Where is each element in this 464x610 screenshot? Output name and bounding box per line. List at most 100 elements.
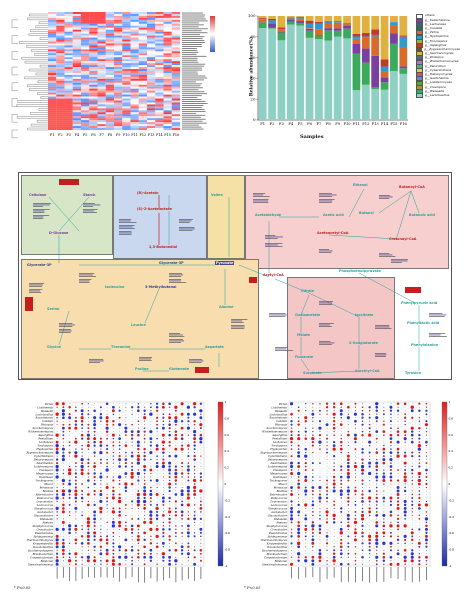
corr-col-label [163,567,164,580]
heatmap-cell [56,49,64,51]
corr-dot [88,491,89,492]
corr-dot [74,493,77,496]
corr-col-label [150,567,151,578]
corr-dot [138,417,139,418]
heatmap-cell [48,26,56,28]
corr-dot [81,514,83,516]
corr-dot [291,504,292,505]
corr-dot [112,532,114,534]
corr-dot [94,480,96,482]
corr-dot [412,519,413,520]
corr-dot [137,538,140,541]
heatmap-x-label: F10 [123,133,130,137]
heatmap-cell [56,99,64,101]
corr-dot [181,437,184,440]
corr-dot [383,451,385,453]
corr-row-label: Staphylococcus [33,524,54,528]
corr-dot [327,470,328,471]
corr-dot [163,477,164,478]
corr-dot [137,535,140,538]
enzyme-label [319,196,332,197]
corr-dot [376,469,378,471]
heatmap-cell [98,102,106,104]
corr-dot [361,535,363,537]
corr-col-label [88,567,89,577]
corr-dot [76,403,77,404]
corr-dot [194,424,196,426]
heatmap-cell [65,120,73,122]
heatmap-cell [73,63,81,65]
corr-dot [100,529,101,530]
corr-dot [156,514,159,517]
corr-dot [368,542,370,544]
corr-dot [193,420,195,422]
heatmap-cell [114,102,122,104]
corr-dot [119,487,120,488]
corr-dot [291,498,292,499]
corr-dot [151,484,152,485]
corr-dot [305,431,307,433]
corr-dot [376,500,378,502]
corr-dot [132,417,133,418]
corr-dot [57,480,58,481]
corr-dot [347,406,350,409]
corr-dot [340,441,343,444]
heatmap-cell [114,126,122,128]
corr-dot [419,511,420,512]
heatmap-cell [81,120,89,122]
corr-dot [391,553,392,554]
heatmap-cell [172,77,180,79]
corr-dot [94,469,95,470]
corr-row-label: Cronobacter [271,527,288,531]
corr-dot [56,535,59,538]
heatmap-cell [89,34,97,36]
heatmap-cell [89,99,97,101]
corr-dot [75,539,78,542]
enzyme-label [265,246,282,247]
corr-dot [411,539,413,541]
corr-dot [175,428,176,429]
corr-dot [326,403,328,405]
corr-dot [340,465,342,467]
heatmap-row-label [182,93,207,94]
heatmap-x-label: F8 [108,133,113,137]
corr-dot [348,410,349,411]
heatmap-cell [131,126,139,128]
corr-dot [81,535,83,537]
heatmap-cell [131,24,139,26]
heatmap-cell [172,79,180,81]
heatmap-cell [131,110,139,112]
corr-dot [412,424,413,425]
corr-dot [182,459,183,460]
corr-dot [188,501,189,502]
corr-dot [81,564,82,565]
corr-dot [87,462,89,464]
corr-dot [62,483,64,485]
corr-dot [375,538,378,541]
corr-dot [320,456,321,457]
enzyme-label [79,279,91,280]
corr-dot [425,420,427,422]
corr-dot [112,409,115,412]
corr-dot [88,476,89,477]
corr-dot [132,536,133,537]
corr-dot [100,473,102,475]
corr-dot [194,463,195,464]
corr-dot [298,564,299,565]
heatmap-cell [139,22,147,24]
corr-dot [389,524,392,527]
heatmap-cell [73,32,81,34]
corr-dot [425,532,427,534]
heatmap-cell [155,118,163,120]
heatmap-cell [164,87,172,89]
corr-dot [99,451,102,454]
enzyme-label [179,227,194,228]
corr-dot [384,466,385,467]
corr-dot [81,462,83,464]
corr-dot [193,455,195,457]
corr-dot [99,416,102,419]
corr-dot [375,524,378,527]
corr-dot [348,504,350,506]
corr-dot [106,549,109,552]
corr-dot [131,455,134,458]
